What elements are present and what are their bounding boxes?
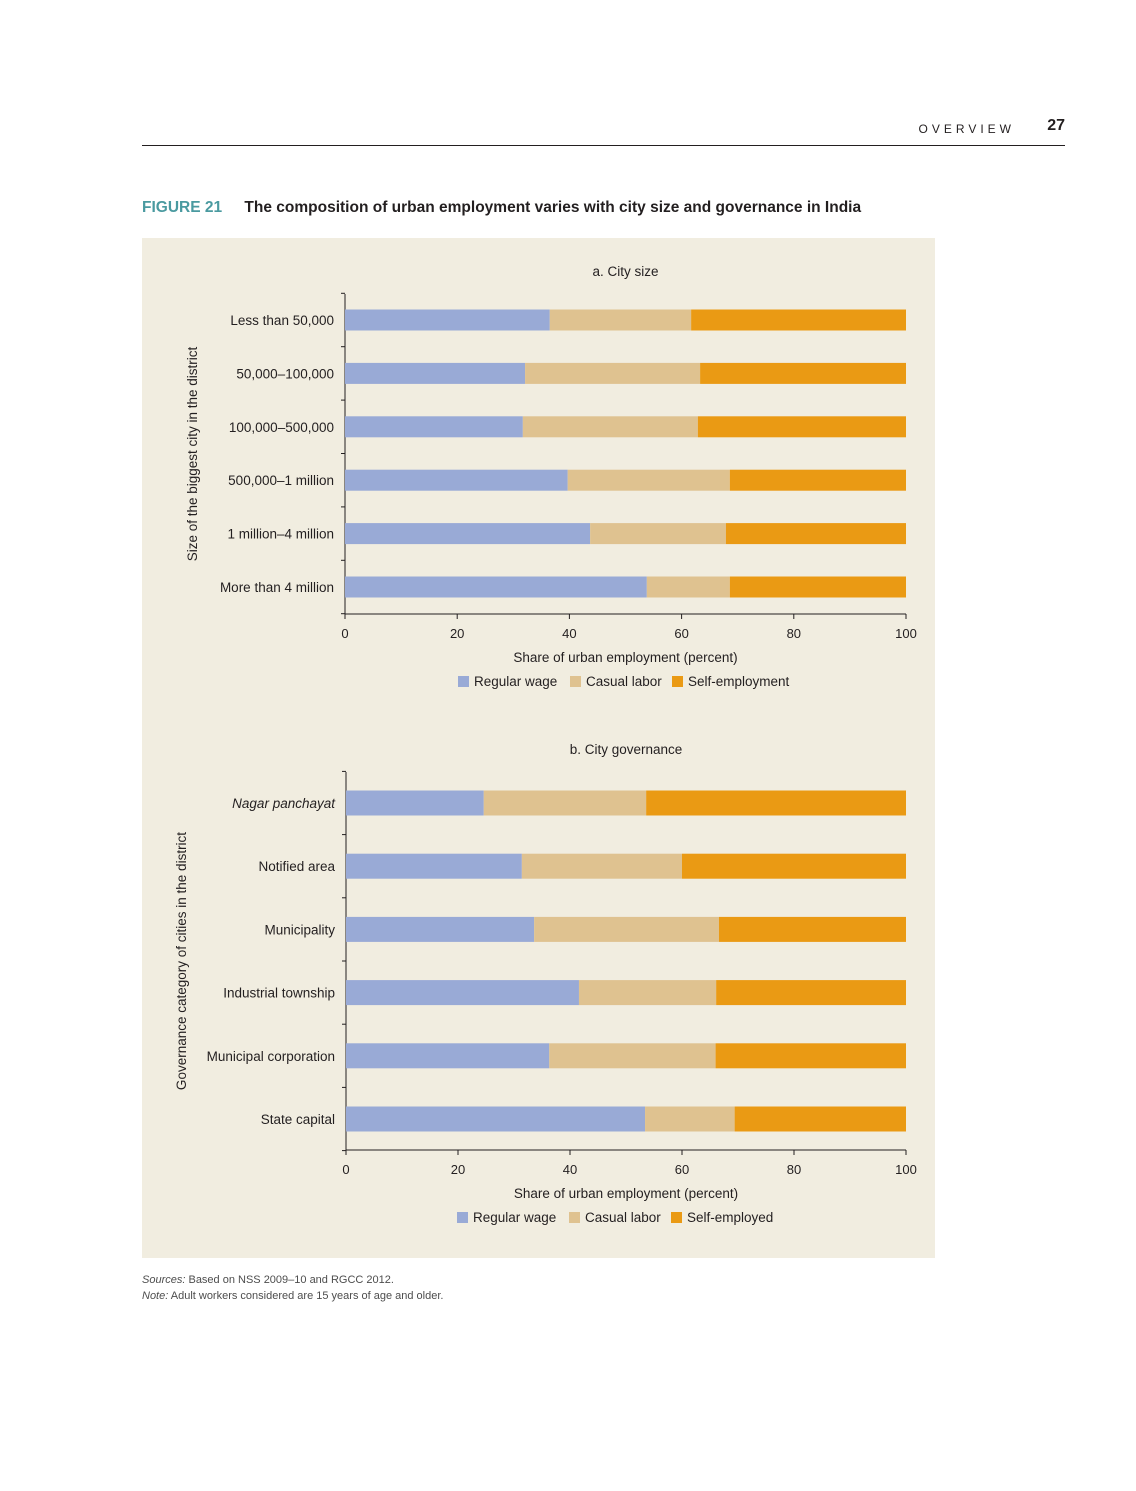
category-label: Nagar panchayat — [232, 796, 336, 811]
legend-swatch — [672, 676, 683, 687]
figure-panel: a. City size 0 20 40 60 80 100 Share of urban e… — [142, 238, 935, 1258]
bar-self-employed — [718, 916, 906, 942]
category-label: More than 4 million — [220, 580, 334, 595]
bar-self-employment — [697, 416, 906, 438]
legend-label: Self-employed — [687, 1210, 773, 1225]
sources-note: Sources: Based on NSS 2009–10 and RGCC 2… — [142, 1274, 394, 1286]
chart-city-size: a. City size 0 20 40 60 80 100 Share of urban e… — [185, 264, 917, 689]
legend-label: Regular wage — [473, 1210, 556, 1225]
bar-regular-wage — [345, 576, 647, 598]
page-number: 27 — [1047, 117, 1065, 134]
category-label: Less than 50,000 — [230, 313, 334, 328]
figure-title: The composition of urban employment vari… — [244, 199, 862, 216]
category-label: 100,000–500,000 — [229, 420, 334, 435]
bar-casual-labor — [525, 362, 701, 384]
bar-casual-labor — [567, 469, 730, 491]
x-tick-label: 0 — [342, 1162, 349, 1177]
legend-swatch — [457, 1212, 468, 1223]
bar-self-employment — [729, 576, 906, 598]
x-axis-label: Share of urban employment (percent) — [514, 1186, 738, 1201]
legend-label: Casual labor — [585, 1210, 661, 1225]
bar-casual-labor — [578, 980, 717, 1006]
bar-regular-wage — [345, 362, 526, 384]
x-tick-label: 20 — [450, 626, 464, 641]
x-tick-label: 60 — [674, 626, 688, 641]
bar-regular-wage — [346, 916, 535, 942]
bar-casual-labor — [483, 790, 647, 816]
bar-self-employment — [700, 362, 906, 384]
category-label: Municipal corporation — [207, 1049, 335, 1064]
x-tick-label: 60 — [675, 1162, 689, 1177]
bar-regular-wage — [346, 1106, 646, 1132]
x-tick-label: 40 — [562, 626, 576, 641]
general-note: Note: Adult workers considered are 15 ye… — [142, 1290, 444, 1302]
running-head: OVERVIEW 27 — [142, 117, 1065, 146]
category-label: 50,000–100,000 — [236, 366, 334, 381]
category-label: Notified area — [258, 859, 335, 874]
bar-self-employment — [691, 309, 906, 331]
chart-city-governance: b. City governance 0 20 40 60 80 100 Share of u… — [174, 742, 917, 1225]
bar-self-employed — [715, 1043, 906, 1069]
legend-label: Regular wage — [474, 674, 557, 689]
legend-label: Casual labor — [586, 674, 662, 689]
bar-regular-wage — [345, 309, 550, 331]
x-tick-label: 80 — [787, 626, 801, 641]
legend-swatch — [458, 676, 469, 687]
bar-regular-wage — [346, 1043, 550, 1069]
bar-self-employment — [725, 523, 906, 545]
y-axis-label: Governance category of cities in the dis… — [174, 832, 189, 1090]
x-tick-label: 100 — [895, 626, 917, 641]
x-tick-label: 80 — [787, 1162, 801, 1177]
bar-casual-labor — [646, 576, 730, 598]
legend-swatch — [671, 1212, 682, 1223]
figure-label: FIGURE 21 — [142, 199, 223, 216]
bar-casual-labor — [521, 853, 682, 879]
bar-self-employed — [682, 853, 906, 879]
x-tick-label: 0 — [341, 626, 348, 641]
legend-label: Self-employment — [688, 674, 790, 689]
bar-casual-labor — [549, 309, 692, 331]
bar-casual-labor — [522, 416, 698, 438]
chart-title: b. City governance — [570, 742, 683, 757]
bar-regular-wage — [345, 416, 523, 438]
bar-self-employed — [646, 790, 906, 816]
x-axis-label: Share of urban employment (percent) — [513, 650, 737, 665]
bar-regular-wage — [346, 853, 522, 879]
legend-swatch — [569, 1212, 580, 1223]
bar-casual-labor — [590, 523, 726, 545]
x-tick-label: 40 — [563, 1162, 577, 1177]
bar-regular-wage — [345, 469, 568, 491]
bar-casual-labor — [534, 916, 719, 942]
category-label: 1 million–4 million — [227, 527, 334, 542]
bar-regular-wage — [346, 790, 484, 816]
x-tick-label: 100 — [895, 1162, 917, 1177]
y-axis-label: Size of the biggest city in the district — [185, 346, 200, 561]
category-label: 500,000–1 million — [228, 473, 334, 488]
bar-casual-labor — [549, 1043, 716, 1069]
charts-canvas: a. City size 0 20 40 60 80 100 Share of urban e… — [174, 264, 917, 1225]
category-label: Industrial township — [223, 986, 335, 1001]
bar-self-employment — [729, 469, 906, 491]
bar-casual-labor — [645, 1106, 735, 1132]
bar-self-employed — [734, 1106, 906, 1132]
bar-self-employed — [716, 980, 906, 1006]
category-label: Municipality — [264, 922, 335, 937]
bar-regular-wage — [345, 523, 591, 545]
bar-regular-wage — [346, 980, 579, 1006]
footnotes: Sources: Based on NSS 2009–10 and RGCC 2… — [142, 1272, 443, 1304]
chart-title: a. City size — [592, 264, 658, 279]
figure-caption: FIGURE 21 The composition of urban emplo… — [142, 199, 861, 217]
x-tick-label: 20 — [451, 1162, 465, 1177]
legend-swatch — [570, 676, 581, 687]
category-label: State capital — [261, 1112, 335, 1127]
running-head-section: OVERVIEW — [918, 122, 1015, 136]
